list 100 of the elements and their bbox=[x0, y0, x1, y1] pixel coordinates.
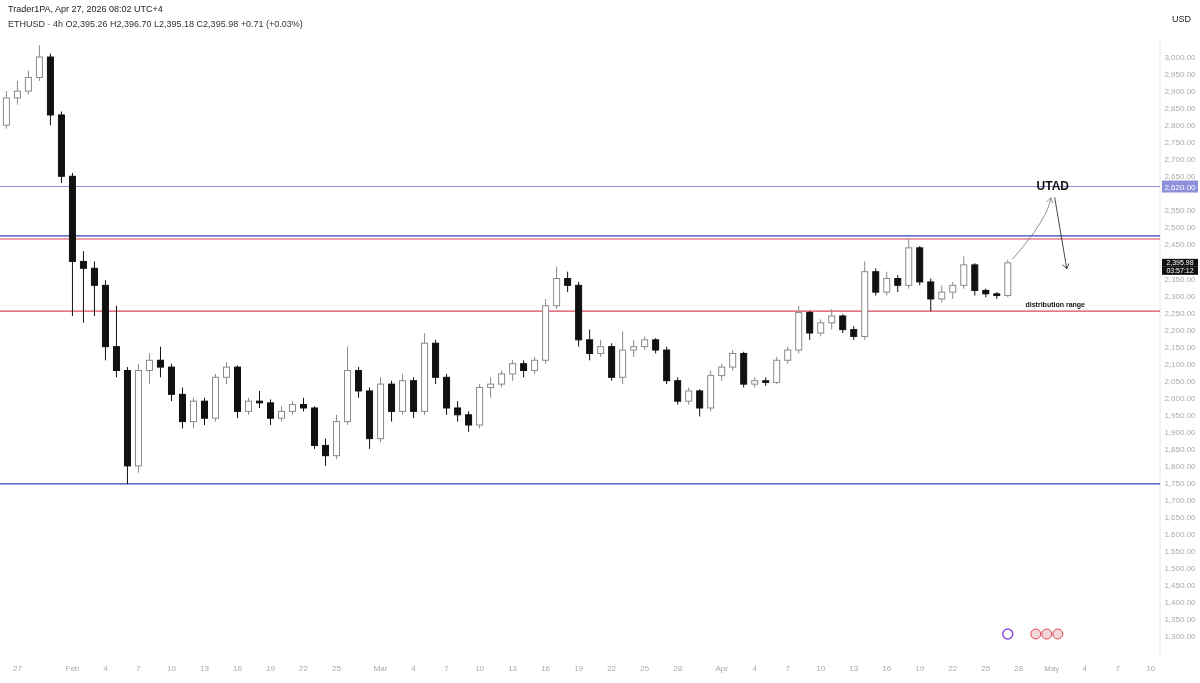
y-tick-label: 2,450.00 bbox=[1164, 240, 1197, 250]
candlestick bbox=[112, 305, 120, 378]
ref-line-label: 2,620.00 bbox=[1164, 182, 1197, 192]
x-tick-label: 4 bbox=[411, 664, 417, 673]
x-tick-label: 16 bbox=[541, 664, 551, 673]
y-tick-label: 2,100.00 bbox=[1164, 359, 1197, 369]
x-tick-label: 22 bbox=[607, 664, 617, 673]
candlestick bbox=[465, 410, 473, 433]
y-tick-label: 1,300.00 bbox=[1164, 632, 1197, 642]
candlestick bbox=[145, 352, 153, 385]
x-tick-label: Feb bbox=[65, 664, 80, 673]
candlestick bbox=[586, 329, 594, 361]
x-tick-label: 28 bbox=[1014, 664, 1024, 673]
x-tick-label: 4 bbox=[1082, 664, 1088, 673]
x-tick-label: 16 bbox=[882, 664, 892, 673]
candlestick bbox=[156, 346, 164, 378]
x-tick-label: Mar bbox=[373, 664, 388, 673]
x-tick-label: 7 bbox=[136, 664, 142, 673]
x-tick-label: 13 bbox=[508, 664, 518, 673]
x-tick-label: 19 bbox=[915, 664, 925, 673]
y-tick-label: 1,750.00 bbox=[1164, 478, 1197, 488]
candlestick bbox=[79, 250, 87, 324]
x-tick-label: 28 bbox=[673, 664, 683, 673]
y-tick-label: 1,850.00 bbox=[1164, 444, 1197, 454]
y-tick-label: 1,400.00 bbox=[1164, 598, 1197, 608]
y-tick-label: 1,450.00 bbox=[1164, 581, 1197, 591]
y-tick-label: 2,300.00 bbox=[1164, 291, 1197, 301]
x-tick-label: May bbox=[1044, 664, 1060, 673]
chart-title: Trader1PA, Apr 27, 2026 08:02 UTC+4 bbox=[8, 4, 163, 14]
candlestick bbox=[696, 388, 704, 417]
y-tick-label: 2,550.00 bbox=[1164, 206, 1197, 216]
x-tick-label: 4 bbox=[103, 664, 109, 673]
y-tick-label: 2,950.00 bbox=[1164, 70, 1197, 80]
candlestick bbox=[960, 255, 968, 290]
y-tick-label: 2,700.00 bbox=[1164, 155, 1197, 165]
x-tick-label: 25 bbox=[640, 664, 650, 673]
y-tick-label: 1,950.00 bbox=[1164, 410, 1197, 420]
x-tick-label: 7 bbox=[444, 664, 450, 673]
y-tick-label: 2,200.00 bbox=[1164, 325, 1197, 335]
candlestick bbox=[509, 359, 517, 382]
candlestick bbox=[806, 310, 814, 341]
annotation: UTAD bbox=[1036, 178, 1070, 193]
x-tick-label: 27 bbox=[12, 664, 23, 673]
x-tick-label: 10 bbox=[167, 664, 177, 673]
y-tick-label: 2,900.00 bbox=[1164, 87, 1197, 97]
y-tick-label: 1,350.00 bbox=[1164, 615, 1197, 625]
y-tick-label: 1,550.00 bbox=[1164, 547, 1197, 557]
x-tick-label: 7 bbox=[1115, 664, 1121, 673]
candlestick bbox=[189, 397, 197, 429]
x-tick-label: 22 bbox=[299, 664, 309, 673]
y-tick-label: 1,700.00 bbox=[1164, 495, 1197, 505]
x-tick-label: 25 bbox=[981, 664, 991, 673]
y-tick-label: 1,500.00 bbox=[1164, 564, 1197, 574]
x-tick-label: Apr bbox=[715, 664, 729, 673]
x-tick-label: 16 bbox=[233, 664, 243, 673]
candlestick bbox=[200, 397, 208, 426]
candlestick bbox=[729, 349, 737, 371]
x-tick-label: 10 bbox=[475, 664, 485, 673]
x-tick-label: 4 bbox=[752, 664, 758, 673]
y-tick-label: 2,350.00 bbox=[1164, 274, 1197, 284]
y-tick-label: 2,050.00 bbox=[1164, 376, 1197, 386]
x-tick-label: 19 bbox=[574, 664, 584, 673]
candlestick bbox=[564, 271, 572, 293]
y-tick-label: 1,900.00 bbox=[1164, 427, 1197, 437]
candlestick bbox=[13, 80, 21, 106]
candlestick bbox=[883, 271, 891, 297]
y-tick-label: 2,800.00 bbox=[1164, 121, 1197, 131]
candlestick bbox=[773, 356, 781, 385]
candlestick bbox=[90, 260, 98, 317]
y-tick-label: 2,150.00 bbox=[1164, 342, 1197, 352]
y-tick-label: 2,850.00 bbox=[1164, 104, 1197, 114]
candlestick bbox=[35, 44, 43, 82]
candlestick bbox=[322, 438, 330, 467]
y-tick-label: 1,600.00 bbox=[1164, 530, 1197, 540]
candlestick bbox=[355, 366, 363, 399]
y-tick-label: 2,500.00 bbox=[1164, 223, 1197, 233]
y-axis-title: USD bbox=[1172, 14, 1192, 24]
y-tick-label: 3,000.00 bbox=[1164, 53, 1197, 63]
y-tick-label: 1,800.00 bbox=[1164, 461, 1197, 471]
candlestick bbox=[24, 70, 32, 96]
candlestick bbox=[828, 308, 836, 331]
y-tick-label: 2,650.00 bbox=[1164, 172, 1197, 182]
candlestick bbox=[267, 398, 275, 426]
y-tick-label: 2,750.00 bbox=[1164, 138, 1197, 148]
x-tick-label: 13 bbox=[200, 664, 210, 673]
candlestick bbox=[223, 361, 230, 385]
x-tick-label: 22 bbox=[948, 664, 958, 673]
x-tick-label: 13 bbox=[849, 664, 859, 673]
x-tick-label: 19 bbox=[266, 664, 276, 673]
candlestick bbox=[839, 313, 847, 334]
candlestick bbox=[872, 267, 880, 297]
y-tick-label: 2,000.00 bbox=[1164, 393, 1197, 403]
candlestick bbox=[674, 376, 682, 406]
candlestick bbox=[454, 400, 462, 423]
y-tick-label: 1,650.00 bbox=[1164, 513, 1197, 523]
y-tick-label: 2,250.00 bbox=[1164, 308, 1197, 318]
x-tick-label: 10 bbox=[1146, 664, 1156, 673]
candlestick bbox=[927, 278, 935, 312]
x-tick-label: 25 bbox=[332, 664, 342, 673]
x-tick-label: 7 bbox=[785, 664, 791, 673]
